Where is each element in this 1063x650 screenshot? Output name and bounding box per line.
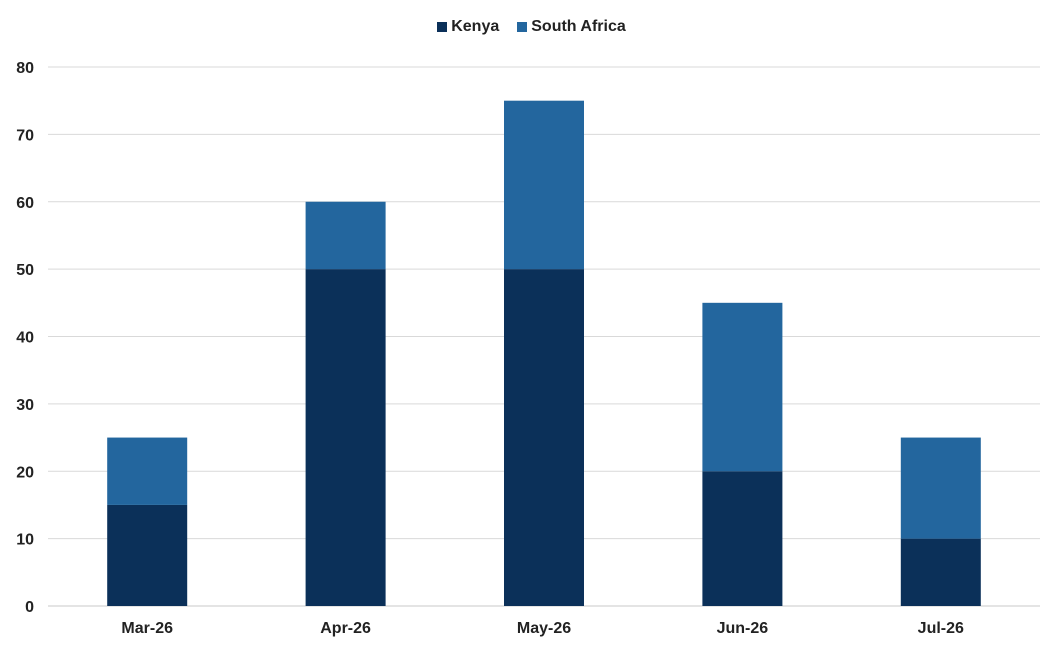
bar-kenya-mar-26 bbox=[107, 504, 188, 606]
x-tick-label-mar-26: Mar-26 bbox=[121, 620, 173, 637]
bar-south-africa-may-26 bbox=[504, 100, 584, 270]
x-tick-label-apr-26: Apr-26 bbox=[320, 620, 371, 637]
x-tick-label-may-26: May-26 bbox=[517, 620, 571, 637]
legend-item-south-africa: South Africa bbox=[517, 18, 626, 36]
y-tick-label-20: 20 bbox=[16, 464, 34, 481]
legend-label-south-africa: South Africa bbox=[531, 18, 626, 35]
y-tick-label-50: 50 bbox=[16, 262, 34, 279]
bar-kenya-jun-26 bbox=[702, 471, 783, 606]
y-tick-label-70: 70 bbox=[16, 127, 34, 144]
x-tick-label-jun-26: Jun-26 bbox=[717, 620, 769, 637]
bar-south-africa-jul-26 bbox=[900, 437, 981, 539]
legend-swatch-south-africa bbox=[517, 22, 528, 32]
y-tick-label-60: 60 bbox=[16, 195, 34, 212]
y-tick-label-40: 40 bbox=[16, 330, 34, 347]
bar-south-africa-jun-26 bbox=[702, 302, 783, 472]
bar-kenya-may-26 bbox=[504, 269, 584, 606]
legend-label-kenya: Kenya bbox=[451, 18, 500, 35]
x-tick-label-jul-26: Jul-26 bbox=[918, 620, 964, 637]
legend-item-kenya: Kenya bbox=[437, 18, 499, 36]
y-tick-label-30: 30 bbox=[16, 397, 34, 414]
bar-kenya-jul-26 bbox=[900, 538, 981, 606]
bar-kenya-apr-26 bbox=[305, 269, 386, 606]
chart-legend: Kenya South Africa bbox=[0, 18, 1063, 36]
y-tick-label-10: 10 bbox=[16, 532, 34, 549]
y-tick-label-80: 80 bbox=[16, 60, 34, 77]
bar-south-africa-mar-26 bbox=[107, 437, 188, 505]
legend-swatch-kenya bbox=[437, 22, 448, 32]
bar-south-africa-apr-26 bbox=[305, 201, 386, 270]
y-tick-label-0: 0 bbox=[25, 599, 34, 616]
